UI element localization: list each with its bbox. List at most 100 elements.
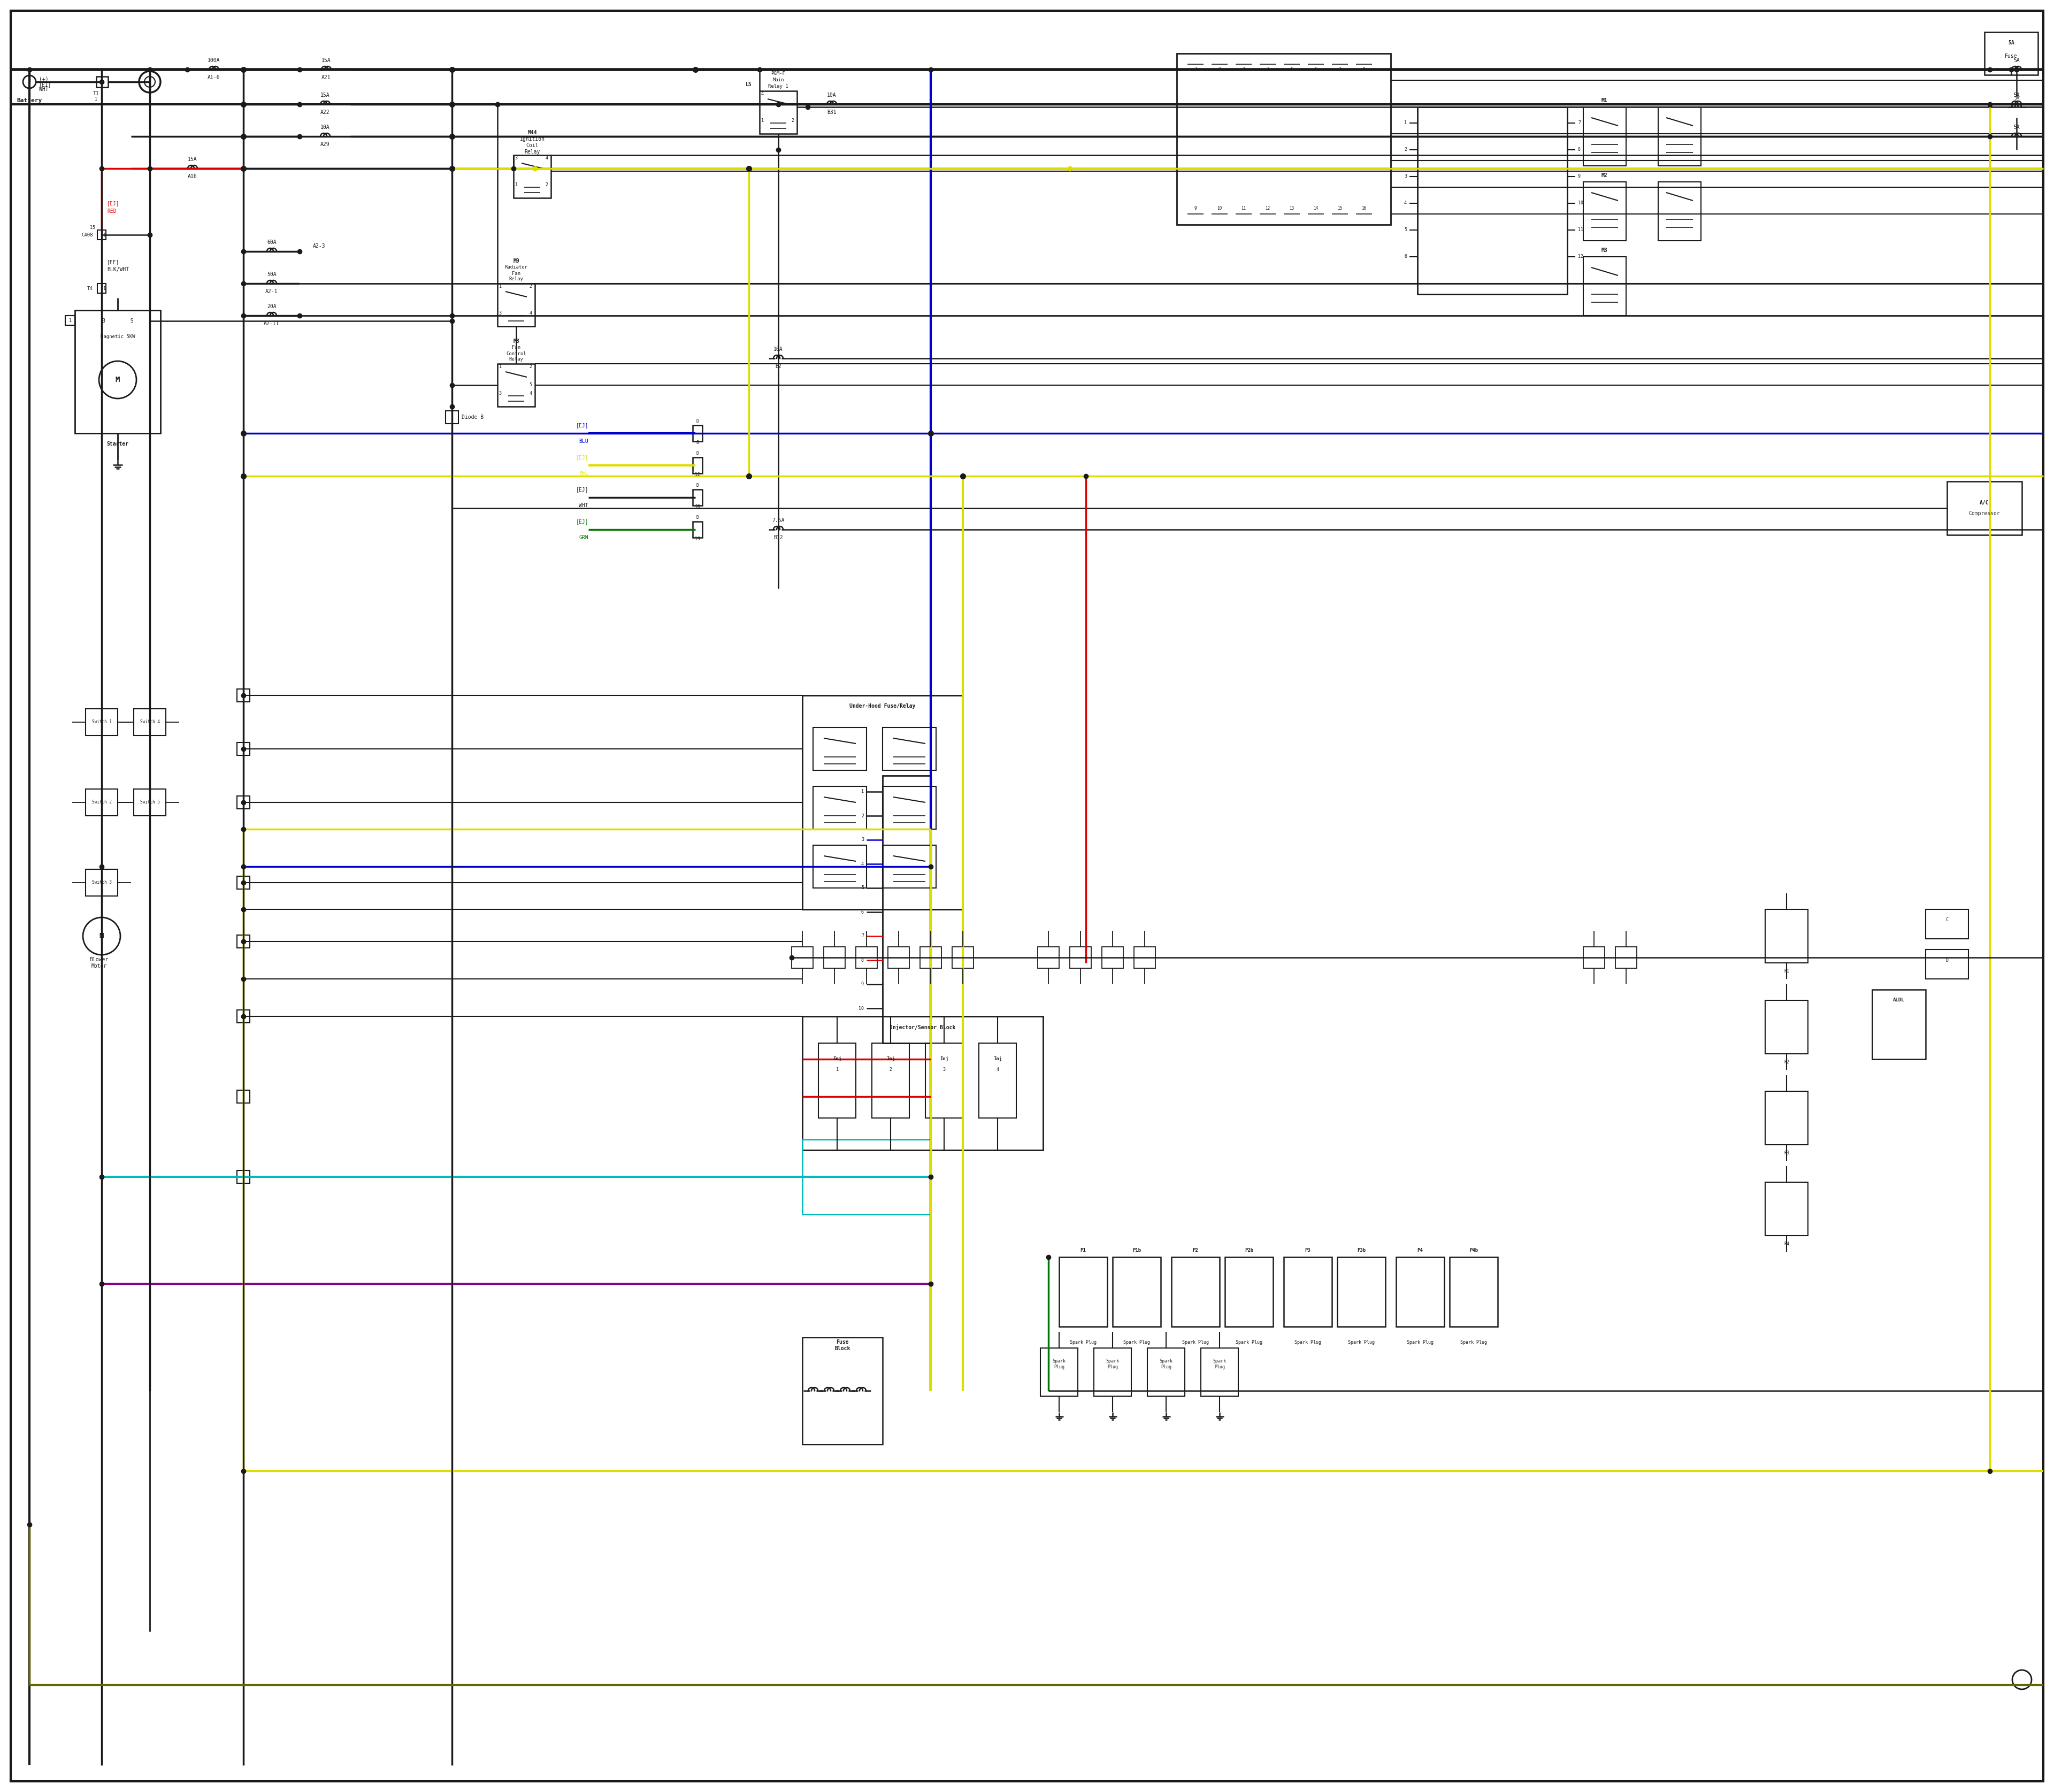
- Text: Spark Plug: Spark Plug: [1294, 1340, 1321, 1346]
- Bar: [514, 156, 550, 197]
- Text: P1b: P1b: [1132, 1249, 1140, 1253]
- Bar: [883, 787, 937, 830]
- Text: 9: 9: [861, 982, 865, 987]
- Text: P2: P2: [1193, 1249, 1197, 1253]
- Text: M8: M8: [514, 339, 520, 344]
- Bar: [1070, 946, 1091, 968]
- Bar: [857, 946, 877, 968]
- Text: Spark Plug: Spark Plug: [1183, 1340, 1210, 1346]
- Text: P4: P4: [1417, 1249, 1423, 1253]
- Text: 11: 11: [1241, 206, 1247, 211]
- Text: M44: M44: [528, 131, 536, 136]
- Text: Spark
Plug: Spark Plug: [1158, 1358, 1173, 1369]
- Text: 2: 2: [544, 183, 548, 186]
- Text: Magnetic 5KW: Magnetic 5KW: [101, 335, 136, 339]
- Bar: [692, 489, 702, 505]
- Bar: [1927, 909, 1968, 939]
- Text: 1: 1: [1193, 66, 1197, 72]
- Text: 4: 4: [861, 862, 865, 866]
- Text: T1: T1: [99, 79, 105, 84]
- Text: 50A: 50A: [267, 272, 277, 278]
- Bar: [813, 728, 867, 771]
- Text: WHT: WHT: [39, 86, 49, 91]
- Bar: [1764, 1000, 1808, 1054]
- Bar: [1871, 989, 1927, 1059]
- Bar: [66, 315, 74, 324]
- Bar: [1101, 946, 1124, 968]
- Text: 5A: 5A: [2013, 93, 2019, 99]
- Text: 6: 6: [1315, 66, 1317, 72]
- Text: A2-11: A2-11: [263, 321, 279, 326]
- Text: 5A: 5A: [2013, 125, 2019, 131]
- Text: Radiator: Radiator: [505, 265, 528, 271]
- Text: 15A: 15A: [187, 156, 197, 161]
- Bar: [813, 846, 867, 889]
- Text: Fuse
Block: Fuse Block: [834, 1340, 850, 1351]
- Bar: [236, 1090, 251, 1104]
- Text: Relay: Relay: [509, 357, 524, 362]
- Text: A/C: A/C: [1980, 500, 1988, 505]
- Bar: [791, 946, 813, 968]
- Text: 9: 9: [1193, 206, 1197, 211]
- Text: Spark Plug: Spark Plug: [1237, 1340, 1263, 1346]
- Text: D: D: [1945, 957, 1949, 962]
- Text: 100A: 100A: [207, 57, 220, 63]
- Text: Spark Plug: Spark Plug: [1460, 1340, 1487, 1346]
- Bar: [871, 1043, 910, 1118]
- Text: 3: 3: [1405, 174, 1407, 179]
- Text: 3: 3: [516, 156, 518, 159]
- Text: WHT: WHT: [579, 504, 587, 509]
- Bar: [1284, 1256, 1331, 1326]
- Bar: [1658, 181, 1701, 240]
- Text: 6: 6: [1405, 254, 1407, 260]
- Bar: [920, 946, 941, 968]
- Bar: [692, 425, 702, 441]
- Text: 15A: 15A: [322, 57, 331, 63]
- Text: 1: 1: [516, 183, 518, 186]
- Text: A22: A22: [320, 109, 331, 115]
- Text: 1: 1: [103, 287, 107, 290]
- Text: M: M: [99, 932, 105, 939]
- Text: R3: R3: [1783, 1150, 1789, 1156]
- Text: B31: B31: [828, 109, 836, 115]
- Text: 8: 8: [1577, 147, 1582, 152]
- Text: Starter: Starter: [107, 441, 129, 446]
- Bar: [803, 1140, 930, 1215]
- Text: [EI]: [EI]: [39, 82, 51, 88]
- Text: 8: 8: [861, 957, 865, 962]
- Text: 10A: 10A: [320, 125, 331, 131]
- Text: 4: 4: [530, 391, 532, 396]
- Bar: [1584, 256, 1627, 315]
- Text: BLK/WHT: BLK/WHT: [107, 267, 129, 272]
- Text: 1: 1: [1405, 120, 1407, 125]
- Text: R1: R1: [1783, 968, 1789, 973]
- Bar: [883, 846, 937, 889]
- Text: 6: 6: [861, 910, 865, 914]
- Text: YEL: YEL: [579, 471, 587, 477]
- Text: 5: 5: [530, 383, 532, 387]
- Text: [EE]: [EE]: [107, 260, 119, 265]
- Text: 19: 19: [694, 538, 700, 541]
- Text: P3b: P3b: [1358, 1249, 1366, 1253]
- Text: 1: 1: [94, 97, 99, 102]
- Text: 14: 14: [1313, 206, 1319, 211]
- Bar: [1041, 1348, 1078, 1396]
- Text: [EJ]: [EJ]: [575, 487, 587, 493]
- Bar: [692, 457, 702, 473]
- Text: 1: 1: [68, 317, 72, 323]
- Text: Under-Hood Fuse/Relay: Under-Hood Fuse/Relay: [850, 704, 916, 710]
- Text: [EJ]: [EJ]: [107, 201, 119, 206]
- Bar: [760, 91, 797, 134]
- Text: 3: 3: [1243, 66, 1245, 72]
- Bar: [1134, 946, 1154, 968]
- Text: 2: 2: [791, 118, 795, 124]
- Text: Fan: Fan: [511, 271, 520, 276]
- Text: 4: 4: [996, 1068, 998, 1072]
- Bar: [692, 521, 702, 538]
- Text: Ignition: Ignition: [520, 136, 544, 142]
- Text: Switch 5: Switch 5: [140, 799, 160, 805]
- Bar: [236, 742, 251, 754]
- Text: 3: 3: [943, 1068, 945, 1072]
- Text: Inj: Inj: [885, 1057, 896, 1061]
- Bar: [813, 787, 867, 830]
